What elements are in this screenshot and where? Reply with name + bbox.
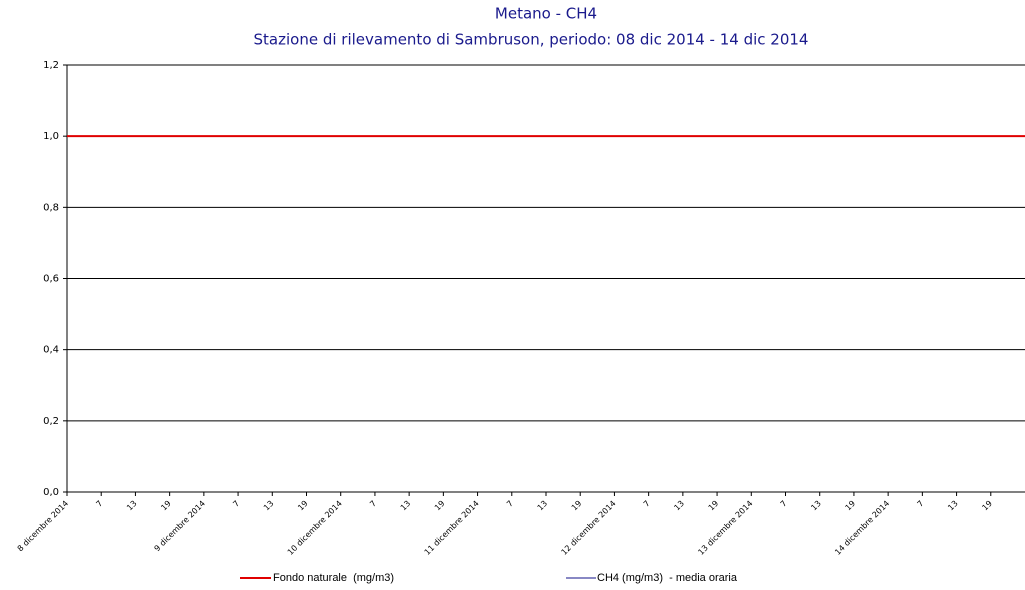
x-tick-label: 10 dicembre 2014 xyxy=(286,499,344,557)
legend-label: CH4 (mg/m3) - media oraria xyxy=(597,572,738,584)
x-tick-label: 19 xyxy=(844,499,858,513)
x-tick-label: 7 xyxy=(779,499,789,509)
x-tick-label: 19 xyxy=(433,499,447,513)
x-tick-label: 19 xyxy=(980,499,994,513)
x-tick-label: 7 xyxy=(94,499,104,509)
y-tick-label: 0,6 xyxy=(43,274,59,285)
x-tick-label: 14 dicembre 2014 xyxy=(833,499,891,557)
x-tick-label: 13 xyxy=(946,499,960,513)
x-tick-label: 7 xyxy=(916,499,926,509)
x-tick-label: 13 xyxy=(809,499,823,513)
x-tick-label: 19 xyxy=(570,499,584,513)
x-tick-label: 13 xyxy=(536,499,550,513)
legend-label: Fondo naturale (mg/m3) xyxy=(273,572,394,584)
x-tick-label: 13 xyxy=(399,499,413,513)
x-tick-label: 13 xyxy=(262,499,276,513)
y-tick-label: 0,8 xyxy=(43,202,59,213)
x-tick-label: 11 dicembre 2014 xyxy=(423,499,481,557)
x-tick-label: 19 xyxy=(296,499,310,513)
x-tick-label: 19 xyxy=(159,499,173,513)
x-tick-label: 7 xyxy=(231,499,241,509)
x-tick-label: 7 xyxy=(368,499,378,509)
y-tick-label: 1,2 xyxy=(43,60,59,71)
y-tick-label: 0,4 xyxy=(43,345,59,356)
x-tick-label: 7 xyxy=(505,499,515,509)
chart-subtitle: Stazione di rilevamento di Sambruson, pe… xyxy=(254,31,809,49)
x-tick-label: 13 xyxy=(125,499,139,513)
y-tick-label: 1,0 xyxy=(43,131,59,142)
x-tick-label: 13 dicembre 2014 xyxy=(696,499,754,557)
chart-title: Metano - CH4 xyxy=(495,5,597,23)
x-tick-label: 13 xyxy=(672,499,686,513)
x-tick-label: 8 dicembre 2014 xyxy=(16,499,70,553)
y-tick-label: 0,2 xyxy=(43,416,59,427)
x-tick-label: 12 dicembre 2014 xyxy=(560,499,618,557)
x-tick-label: 7 xyxy=(642,499,652,509)
x-tick-label: 19 xyxy=(707,499,721,513)
y-tick-label: 0,0 xyxy=(43,487,59,498)
